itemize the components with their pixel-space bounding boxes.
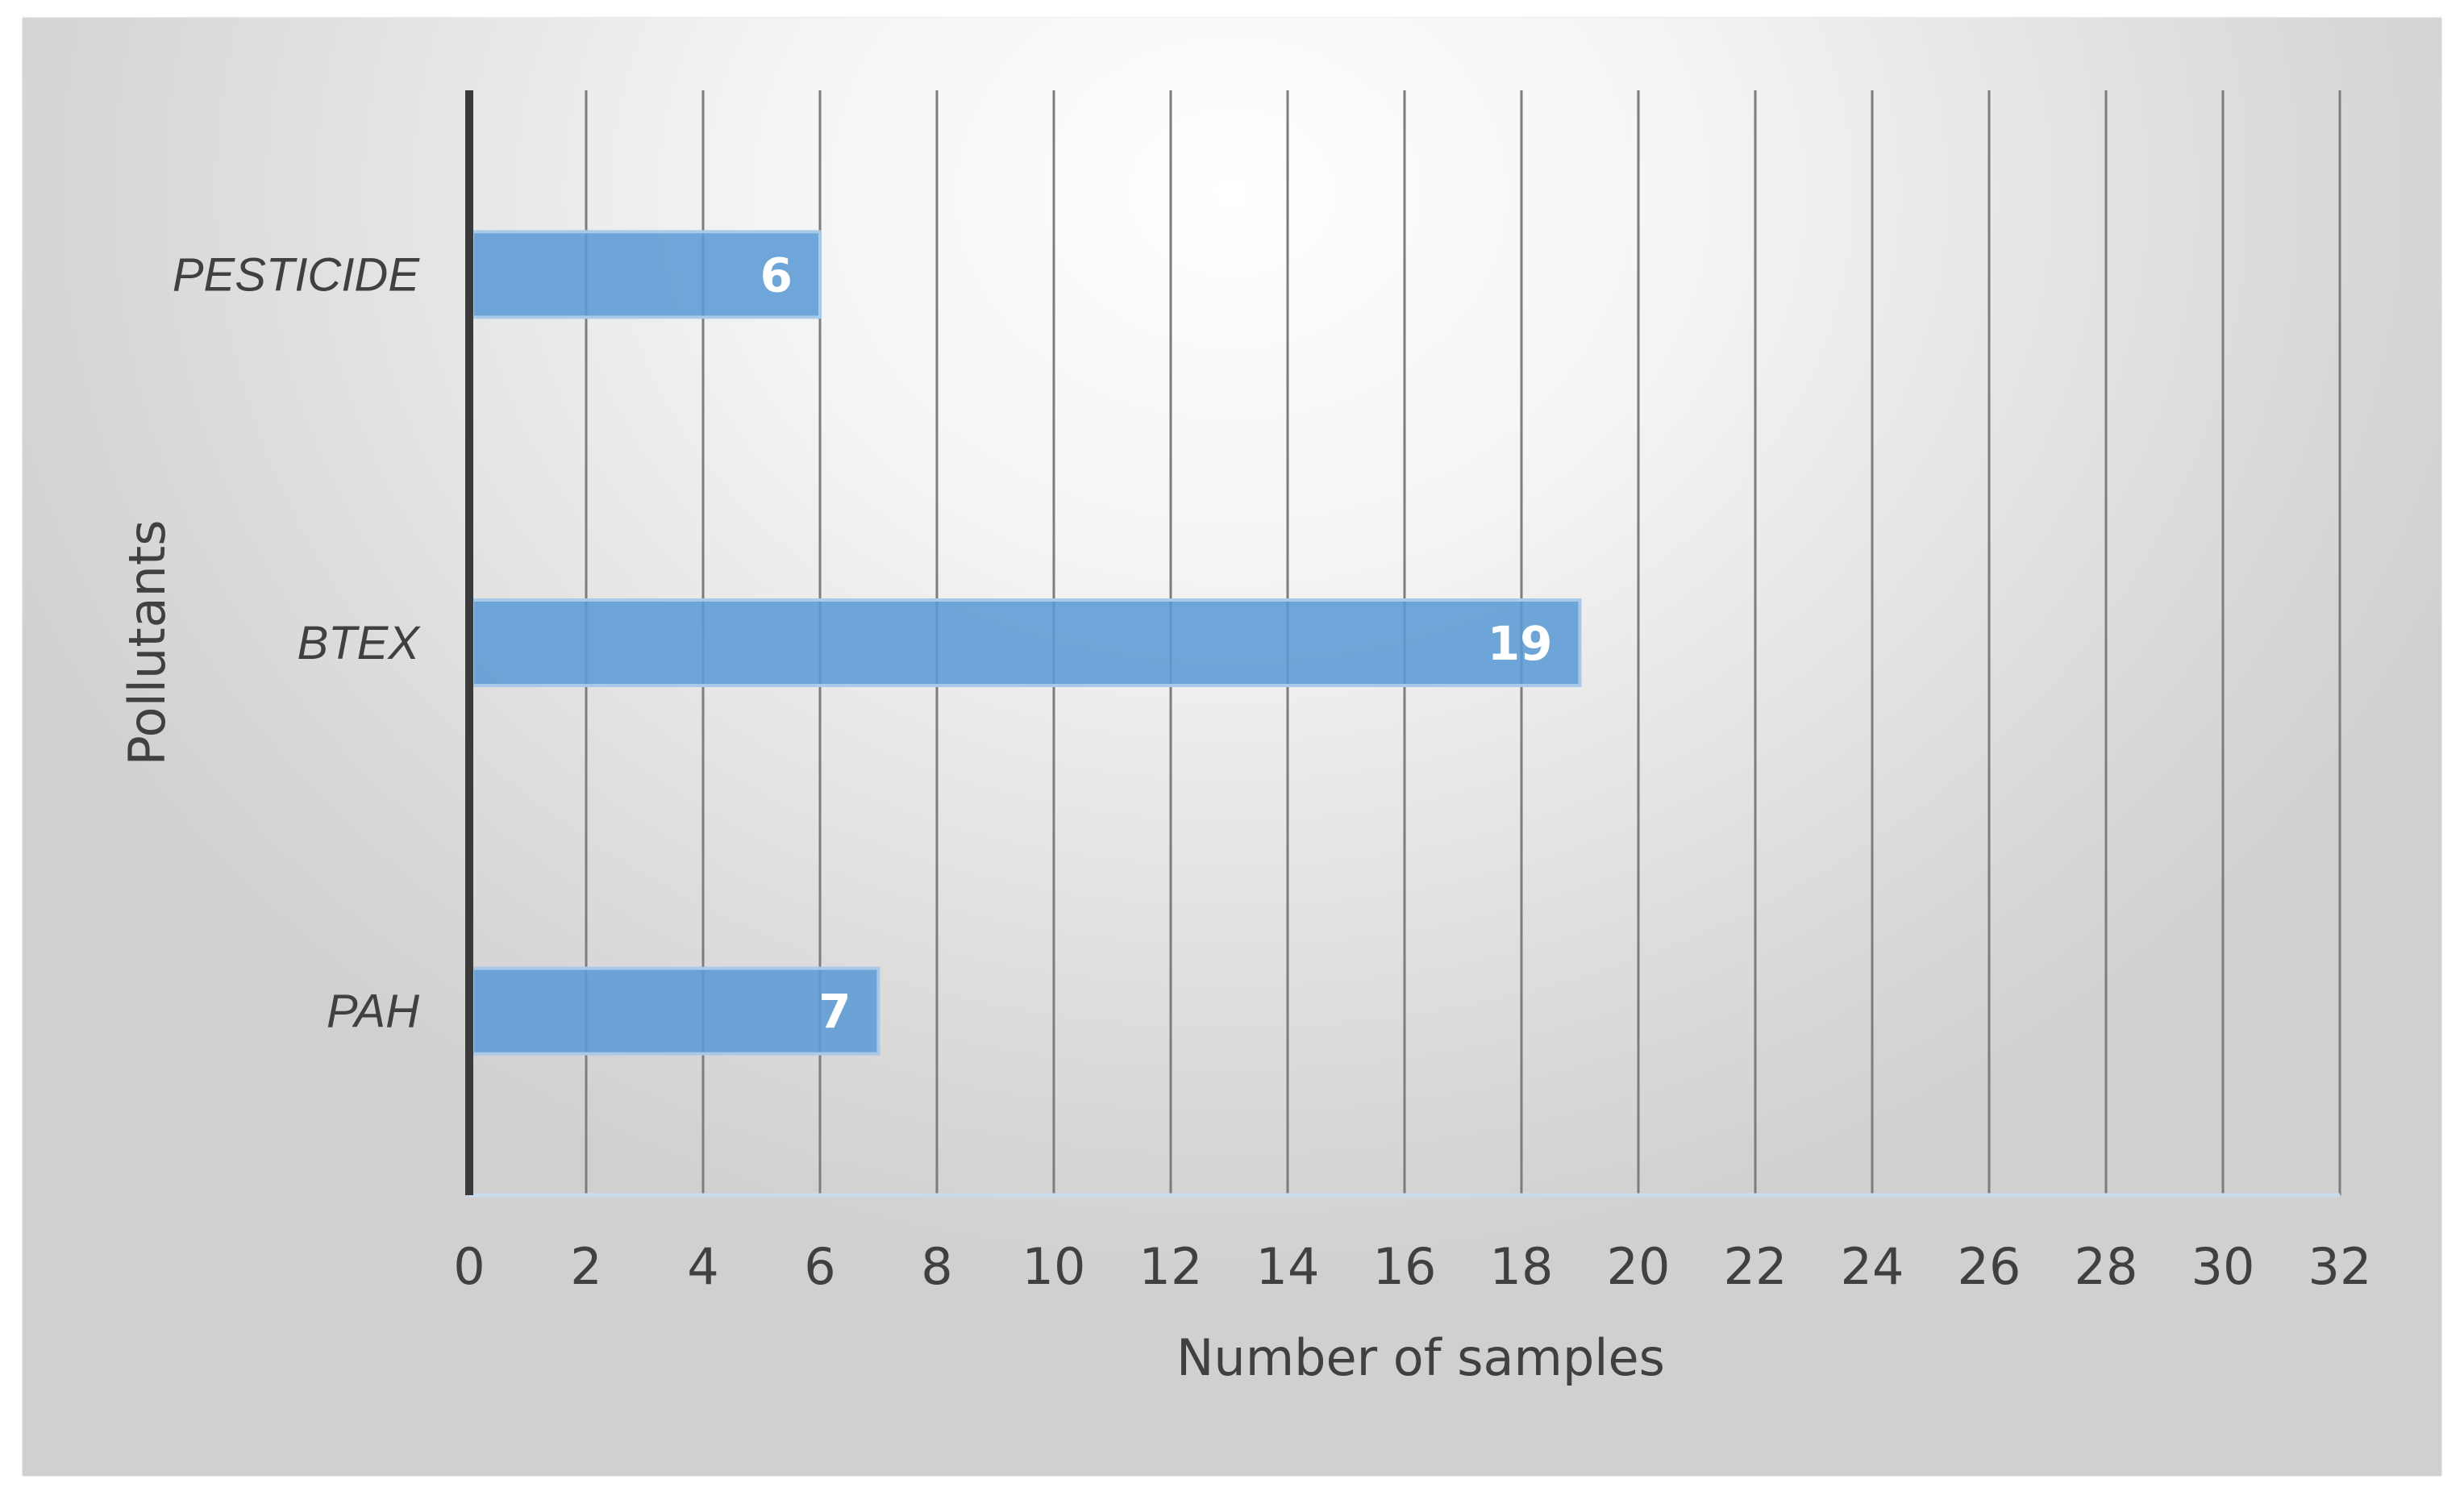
x-tick-label: 22: [1724, 1237, 1788, 1296]
x-tick-label: 14: [1256, 1237, 1320, 1296]
x-tick-label: 30: [2191, 1237, 2255, 1296]
x-tick-label: 16: [1373, 1237, 1437, 1296]
x-axis-title: Number of samples: [1176, 1328, 1665, 1387]
category-label: PAH: [327, 986, 419, 1038]
x-tick-label: 20: [1607, 1237, 1671, 1296]
x-tick-label: 4: [687, 1237, 718, 1296]
x-tick-label: 26: [1958, 1237, 2021, 1296]
bar: [471, 966, 880, 1056]
x-tick-label: 8: [921, 1237, 952, 1296]
bar: [471, 598, 1582, 687]
x-tick-label: 6: [804, 1237, 835, 1296]
category-labels: PESTICIDE BTEX PAH: [173, 248, 421, 1037]
x-tick-label: 0: [453, 1237, 485, 1296]
data-label: 6: [760, 248, 793, 302]
category-label: BTEX: [298, 617, 422, 669]
data-label: 7: [818, 985, 851, 1040]
data-label: 19: [1488, 616, 1553, 671]
x-tick-label: 32: [2308, 1237, 2372, 1296]
bar: [471, 230, 822, 319]
y-axis-title: Pollutants: [118, 519, 177, 765]
category-label: PESTICIDE: [173, 248, 420, 301]
x-tick-label: 10: [1022, 1237, 1086, 1296]
x-tick-labels: 0 2 4 6 8 10 12 14 16 18 20 22 24 26 28 30 32: [453, 1237, 2371, 1296]
chart-background: [23, 18, 2441, 1476]
x-tick-label: 18: [1490, 1237, 1554, 1296]
x-tick-label: 12: [1139, 1237, 1203, 1296]
x-tick-label: 2: [570, 1237, 601, 1296]
x-tick-label: 24: [1841, 1237, 1904, 1296]
x-tick-label: 28: [2075, 1237, 2138, 1296]
bars: [471, 230, 1582, 1056]
data-labels: 6 19 7: [760, 248, 1553, 1039]
